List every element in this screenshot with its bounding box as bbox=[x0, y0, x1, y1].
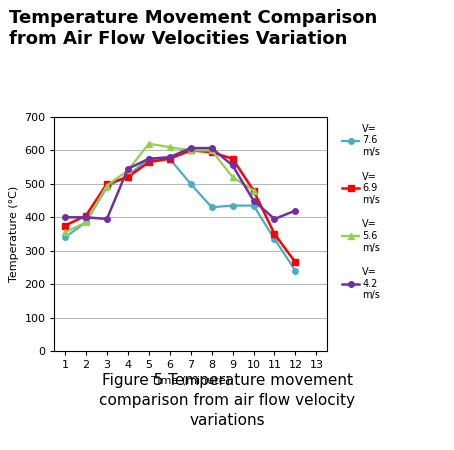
V=
5.6
m/s bbox=[104, 183, 109, 188]
Y-axis label: Temperature (°C): Temperature (°C) bbox=[9, 186, 19, 282]
V=
6.9
m/s bbox=[209, 149, 214, 155]
V=
6.9
m/s bbox=[188, 148, 193, 153]
V=
7.6
m/s bbox=[146, 156, 152, 162]
V=
4.2
m/s bbox=[62, 215, 68, 220]
V=
4.2
m/s bbox=[146, 156, 152, 162]
V=
4.2
m/s bbox=[230, 163, 235, 168]
Text: Figure 5 Temperature movement
comparison from air flow velocity
variations: Figure 5 Temperature movement comparison… bbox=[99, 374, 355, 428]
V=
4.2
m/s bbox=[167, 154, 173, 160]
V=
5.6
m/s bbox=[83, 220, 89, 225]
Line: V=
4.2
m/s: V= 4.2 m/s bbox=[62, 145, 298, 222]
V=
6.9
m/s bbox=[83, 213, 89, 218]
Legend: V=
7.6
m/s, V=
6.9
m/s, V=
5.6
m/s, V=
4.2
m/s: V= 7.6 m/s, V= 6.9 m/s, V= 5.6 m/s, V= 4… bbox=[340, 122, 382, 302]
V=
7.6
m/s bbox=[251, 203, 256, 208]
Text: Temperature Movement Comparison
from Air Flow Velocities Variation: Temperature Movement Comparison from Air… bbox=[9, 9, 377, 48]
V=
4.2
m/s bbox=[125, 166, 131, 171]
Line: V=
6.9
m/s: V= 6.9 m/s bbox=[62, 148, 298, 265]
V=
6.9
m/s bbox=[104, 181, 109, 187]
V=
4.2
m/s bbox=[272, 216, 277, 222]
V=
7.6
m/s bbox=[230, 203, 235, 208]
V=
7.6
m/s bbox=[272, 236, 277, 242]
V=
6.9
m/s bbox=[251, 188, 256, 193]
V=
7.6
m/s bbox=[293, 268, 298, 274]
V=
7.6
m/s bbox=[188, 181, 193, 187]
V=
5.6
m/s bbox=[125, 168, 131, 173]
Line: V=
7.6
m/s: V= 7.6 m/s bbox=[62, 156, 298, 274]
V=
5.6
m/s bbox=[230, 175, 235, 180]
V=
5.6
m/s bbox=[188, 148, 193, 153]
V=
4.2
m/s bbox=[293, 208, 298, 213]
V=
6.9
m/s bbox=[146, 159, 152, 165]
Line: V=
5.6
m/s: V= 5.6 m/s bbox=[61, 140, 257, 236]
V=
4.2
m/s bbox=[188, 145, 193, 151]
V=
7.6
m/s bbox=[62, 234, 68, 240]
V=
4.2
m/s bbox=[83, 215, 89, 220]
V=
5.6
m/s bbox=[251, 188, 256, 193]
V=
7.6
m/s bbox=[209, 205, 214, 210]
V=
5.6
m/s bbox=[146, 141, 152, 146]
V=
4.2
m/s bbox=[104, 216, 109, 222]
X-axis label: Time (minute): Time (minute) bbox=[151, 376, 230, 386]
V=
5.6
m/s bbox=[209, 148, 214, 153]
V=
4.2
m/s bbox=[209, 145, 214, 151]
V=
7.6
m/s bbox=[83, 220, 89, 225]
V=
4.2
m/s bbox=[251, 198, 256, 203]
V=
6.9
m/s bbox=[272, 231, 277, 237]
V=
6.9
m/s bbox=[125, 175, 131, 180]
V=
7.6
m/s bbox=[104, 184, 109, 190]
V=
7.6
m/s bbox=[167, 156, 173, 162]
V=
6.9
m/s bbox=[230, 156, 235, 162]
V=
5.6
m/s bbox=[62, 230, 68, 235]
V=
6.9
m/s bbox=[293, 260, 298, 265]
V=
5.6
m/s bbox=[167, 144, 173, 150]
V=
7.6
m/s bbox=[125, 173, 131, 178]
V=
6.9
m/s bbox=[167, 156, 173, 162]
V=
6.9
m/s bbox=[62, 223, 68, 228]
